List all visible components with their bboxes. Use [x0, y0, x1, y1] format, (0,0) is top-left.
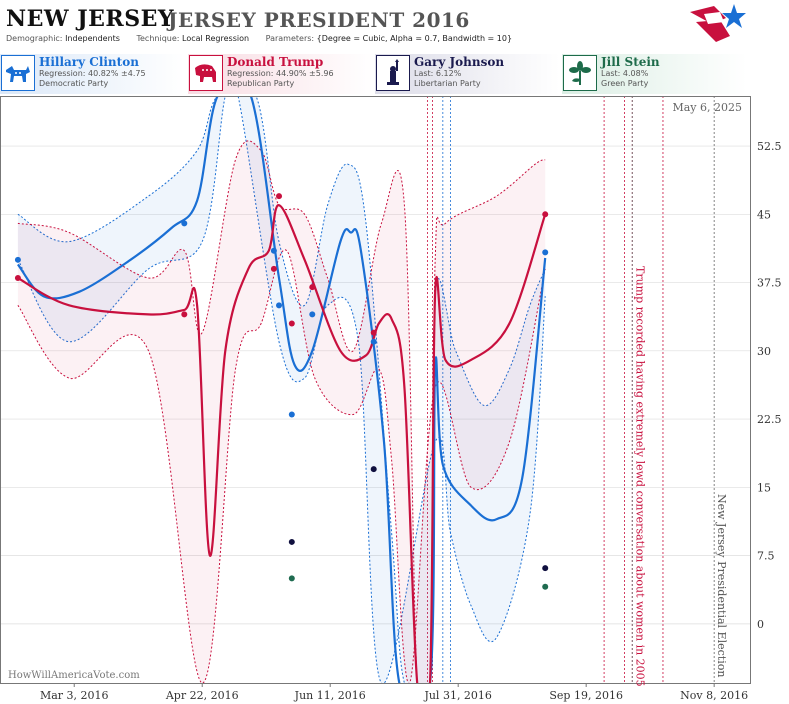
y-tick-label: 30	[757, 345, 771, 358]
state-title: NEW JERSEY	[6, 6, 175, 32]
chart-header: NEW JERSEY JERSEY PRESIDENT 2016 Demogra…	[0, 0, 789, 48]
poll-point	[370, 466, 377, 473]
y-axis: 0 7.5 15 22.5 30 37.5 45 52.5	[757, 140, 782, 631]
poll-point	[14, 256, 21, 263]
poll-point	[288, 575, 295, 582]
donkey-icon	[1, 55, 35, 91]
poll-point	[270, 247, 277, 254]
poll-point	[270, 265, 277, 272]
candidate-party: Green Party	[601, 79, 649, 88]
annotation-label: Trump recorded having extremely lewd con…	[633, 266, 646, 687]
race-title: JERSEY PRESIDENT 2016	[168, 8, 470, 32]
y-tick-label: 0	[757, 618, 764, 631]
parameters-label: Parameters:	[265, 34, 315, 43]
poll-chart: 0 7.5 15 22.5 30 37.5 45 52.5 Mar 3, 2016 Apr 22…	[0, 96, 782, 702]
poll-points	[14, 193, 549, 590]
legend-item-trump: Donald Trump Regression: 44.90% ±5.96 Re…	[188, 54, 373, 94]
technique-label: Technique:	[136, 34, 180, 43]
trend-line	[17, 204, 547, 683]
poll-point	[288, 320, 295, 327]
lower-bound-line	[17, 96, 546, 683]
y-tick-label: 7.5	[757, 550, 775, 563]
x-tick-label: Jul 31, 2016	[423, 689, 492, 702]
candidate-name: Hillary Clinton	[39, 55, 139, 69]
y-tick-label: 15	[757, 481, 771, 494]
liberty-icon	[376, 55, 410, 91]
poll-point	[181, 311, 188, 318]
technique-value: Local Regression	[182, 34, 250, 43]
candidate-name: Jill Stein	[601, 55, 660, 69]
watermark: HowWillAmericaVote.com	[8, 670, 140, 681]
candidate-name: Donald Trump	[227, 55, 324, 69]
confidence-band	[17, 96, 546, 683]
legend-item-stein: Jill Stein Last: 4.08% Green Party	[562, 54, 747, 94]
poll-point	[542, 211, 549, 218]
poll-point	[542, 583, 549, 590]
candidate-legend: Hillary Clinton Regression: 40.82% ±4.75…	[0, 54, 789, 94]
flower-icon	[563, 55, 597, 91]
candidate-stat: Regression: 44.90% ±5.96	[227, 69, 334, 78]
poll-point	[309, 311, 316, 318]
demographic-label: Demographic:	[6, 34, 63, 43]
poll-point	[288, 538, 295, 545]
poll-point	[542, 565, 549, 572]
candidate-stat: Last: 6.12%	[414, 69, 462, 78]
legend-item-clinton: Hillary Clinton Regression: 40.82% ±4.75…	[0, 54, 185, 94]
y-tick-label: 45	[757, 208, 771, 221]
candidate-party: Libertarian Party	[414, 79, 481, 88]
logo-icon	[690, 4, 746, 42]
legend-item-johnson: Gary Johnson Last: 6.12% Libertarian Par…	[375, 54, 560, 94]
annotations: Trump recorded having extremely lewd con…	[633, 266, 728, 687]
upper-bound-line	[17, 140, 546, 683]
x-tick-label: Sep 19, 2016	[549, 689, 623, 702]
series-layer	[17, 96, 547, 683]
poll-point	[14, 275, 21, 282]
poll-point	[309, 284, 316, 291]
poll-point	[276, 302, 283, 309]
annotation-label: New Jersey Presidential Election	[715, 494, 728, 677]
candidate-party: Democratic Party	[39, 79, 109, 88]
poll-point	[542, 249, 549, 256]
poll-point	[181, 220, 188, 227]
date-label: May 6, 2025	[672, 101, 742, 114]
x-tick-label: Nov 8, 2016	[680, 689, 748, 702]
demographic-value: Independents	[65, 34, 120, 43]
parameters-line: Demographic: Independents Technique: Loc…	[6, 34, 526, 43]
elephant-icon	[189, 55, 223, 91]
candidate-party: Republican Party	[227, 79, 295, 88]
trend-line	[17, 96, 547, 683]
x-tick-label: Jun 11, 2016	[294, 689, 366, 702]
x-axis: Mar 3, 2016 Apr 22, 2016 Jun 11, 2016 Jul 3…	[40, 683, 748, 702]
candidate-stat: Last: 4.08%	[601, 69, 649, 78]
parameters-value: {Degree = Cubic, Alpha = 0.7, Bandwidth …	[316, 34, 513, 43]
poll-point	[370, 338, 377, 345]
candidate-stat: Regression: 40.82% ±4.75	[39, 69, 146, 78]
candidate-name: Gary Johnson	[414, 55, 505, 69]
poll-point	[370, 329, 377, 336]
poll-point	[288, 411, 295, 418]
poll-point	[276, 193, 283, 200]
x-tick-label: Mar 3, 2016	[40, 689, 109, 702]
x-tick-label: Apr 22, 2016	[165, 689, 239, 702]
y-tick-label: 22.5	[757, 413, 782, 426]
lower-bound-line	[17, 249, 546, 683]
plot-frame	[0, 96, 751, 684]
y-tick-label: 37.5	[757, 277, 782, 290]
confidence-band	[17, 140, 546, 683]
y-tick-label: 52.5	[757, 140, 782, 153]
